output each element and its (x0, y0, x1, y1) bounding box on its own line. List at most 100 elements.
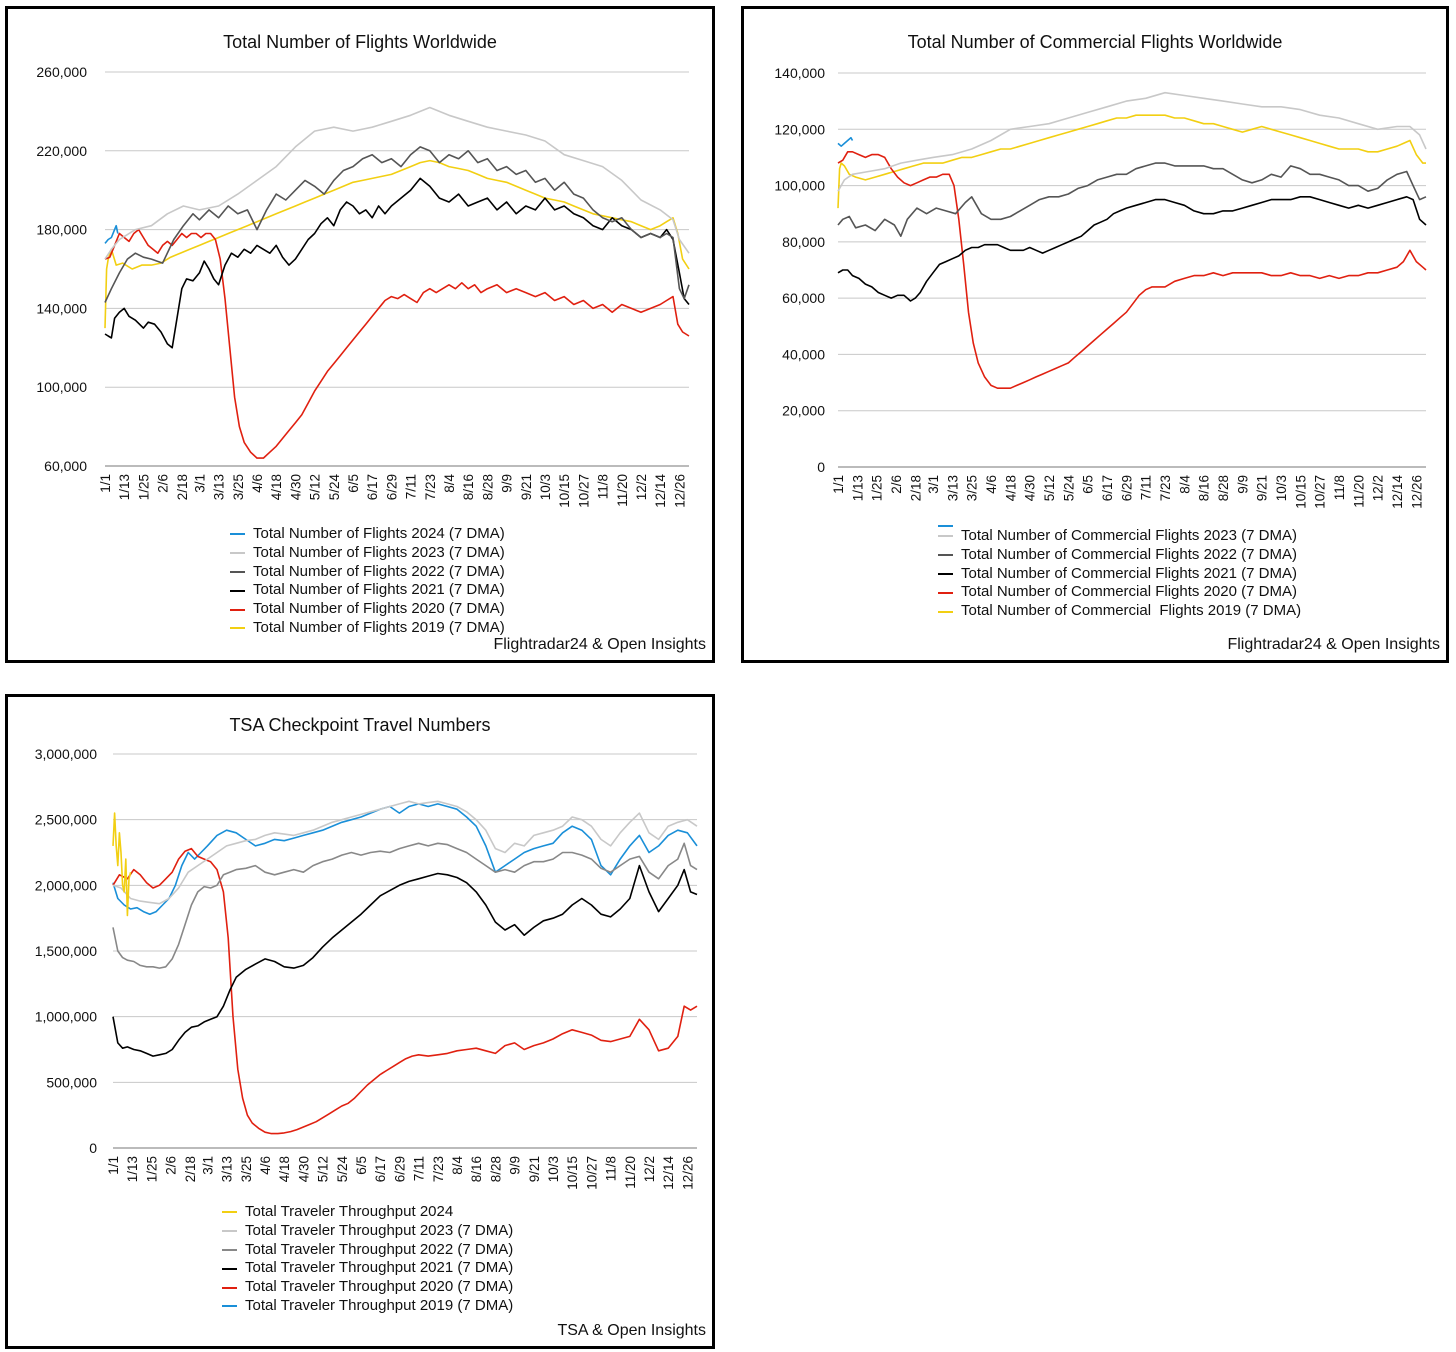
x-tick-label: 11/8 (596, 474, 611, 499)
chart-legend: Total Number of Commercial Flights 2023 … (938, 525, 1301, 621)
legend-item: Total Number of Commercial Flights 2022 … (938, 546, 1301, 565)
x-tick-label: 1/13 (125, 1156, 140, 1182)
x-tick-label: 5/12 (308, 474, 323, 500)
x-tick-label: 9/9 (508, 1156, 523, 1175)
y-tick-label: 100,000 (36, 379, 87, 395)
legend-label: Total Number of Flights 2021 (7 DMA) (253, 581, 505, 599)
legend-item: Total Number of Commercial Flights 2023 … (938, 527, 1301, 546)
x-tick-label: 4/18 (277, 1156, 292, 1182)
legend-item: Total Traveler Throughput 2020 (7 DMA) (222, 1278, 513, 1297)
legend-label: Total Number of Flights 2023 (7 DMA) (253, 543, 505, 561)
legend-item: Total Number of Commercial Flights 2020 … (938, 583, 1301, 602)
x-tick-label: 12/14 (653, 474, 668, 508)
legend-item: Total Number of Flights 2021 (7 DMA) (230, 581, 505, 600)
series-line (837, 114, 1426, 209)
x-tick-label: 3/1 (926, 475, 941, 494)
x-tick-label: 3/13 (945, 475, 960, 501)
legend-swatch (230, 570, 245, 573)
x-tick-label: 3/1 (192, 474, 207, 493)
y-tick-label: 80,000 (782, 234, 825, 250)
x-tick-label: 9/9 (500, 474, 515, 493)
y-tick-label: 2,000,000 (35, 877, 97, 893)
legend-item: Total Number of Flights 2023 (7 DMA) (230, 544, 505, 563)
x-tick-label: 4/6 (250, 474, 265, 493)
legend-swatch (222, 1305, 237, 1308)
x-tick-label: 8/4 (450, 1156, 465, 1175)
x-tick-label: 9/21 (527, 1156, 542, 1182)
legend-swatch (230, 552, 245, 555)
legend-label: Total Number of Flights 2020 (7 DMA) (253, 600, 505, 618)
series-line (112, 800, 698, 905)
x-tick-label: 3/25 (231, 474, 246, 500)
x-tick-label: 9/21 (519, 474, 534, 500)
x-tick-label: 10/27 (576, 474, 591, 508)
x-tick-label: 3/25 (965, 475, 980, 501)
legend-swatch (938, 535, 953, 538)
x-tick-label: 6/5 (1081, 475, 1096, 494)
x-tick-label: 8/28 (488, 1156, 503, 1182)
legend-swatch (222, 1286, 237, 1289)
series-line (112, 847, 698, 1135)
x-tick-label: 8/16 (469, 1156, 484, 1182)
y-tick-label: 2,500,000 (35, 812, 97, 828)
x-tick-label: 6/17 (365, 474, 380, 500)
legend-swatch (938, 610, 953, 613)
y-tick-label: 500,000 (46, 1074, 97, 1090)
tsa-plot: 0 500,000 1,000,000 1,500,000 2,000,000 2,500… (35, 746, 698, 1190)
x-tick-label: 1/25 (870, 475, 885, 501)
x-tick-label: 12/14 (1390, 475, 1405, 509)
legend-item: Total Number of Flights 2024 (7 DMA) (230, 525, 505, 544)
x-tick-label: 6/29 (1119, 475, 1134, 501)
legend-label: Total Number of Commercial Flights 2022 … (961, 545, 1297, 563)
x-tick-label: 11/20 (615, 474, 630, 507)
chart-source: TSA & Open Insights (557, 1322, 706, 1339)
x-tick-label: 2/18 (183, 1156, 198, 1182)
series-line (104, 177, 690, 349)
x-tick-label: 8/16 (461, 474, 476, 500)
x-tick-label: 11/20 (623, 1156, 638, 1189)
x-tick-label: 8/4 (442, 474, 457, 493)
y-tick-label: 60,000 (782, 290, 825, 306)
x-tick-label: 6/29 (384, 474, 399, 500)
legend-swatch (938, 525, 953, 527)
x-tick-label: 1/13 (117, 474, 132, 500)
x-tick-label: 7/23 (431, 1156, 446, 1182)
chart-legend: Total Number of Flights 2024 (7 DMA) Tota… (230, 525, 505, 638)
x-tick-label: 3/25 (239, 1156, 254, 1182)
x-tick-label: 12/2 (642, 1156, 657, 1182)
legend-swatch (222, 1211, 237, 1214)
series-line (837, 91, 1427, 192)
legend-swatch (938, 572, 953, 575)
y-tick-label: 100,000 (774, 178, 825, 194)
legend-label: Total Traveler Throughput 2021 (7 DMA) (245, 1259, 514, 1277)
x-tick-label: 10/3 (1274, 475, 1289, 501)
chart-panel-flights: Total Number of Flights Worldwide 60,000… (5, 6, 715, 663)
legend-item: Total Number of Flights 2022 (7 DMA) (230, 563, 505, 582)
series-line (104, 106, 690, 260)
series-line (104, 159, 690, 329)
series-line (837, 162, 1427, 237)
legend-label: Total Number of Flights 2024 (7 DMA) (253, 525, 505, 542)
x-tick-label: 4/6 (258, 1156, 273, 1175)
x-tick-label: 4/30 (1023, 475, 1038, 501)
legend-swatch (230, 627, 245, 630)
y-tick-label: 180,000 (36, 222, 87, 238)
y-tick-label: 40,000 (782, 346, 825, 362)
legend-item: Total Number of Flights 2019 (7 DMA) (230, 619, 505, 638)
chart-source: Flightradar24 & Open Insights (1227, 636, 1440, 653)
x-tick-label: 5/12 (1042, 475, 1057, 501)
x-tick-label: 4/18 (1003, 475, 1018, 501)
legend-swatch (222, 1230, 237, 1233)
x-tick-label: 12/26 (672, 474, 687, 508)
x-tick-label: 5/24 (327, 474, 342, 501)
series-line (112, 864, 698, 1057)
legend-label: Total Traveler Throughput 2019 (7 DMA) (245, 1296, 514, 1314)
legend-item: Total Number of Commercial Flights 2019 … (938, 602, 1301, 621)
series-line (837, 136, 854, 147)
x-tick-label: 12/2 (1371, 475, 1386, 501)
x-tick-label: 12/2 (634, 474, 649, 500)
series-line (112, 842, 698, 969)
legend-item: Total Number of Flights 2020 (7 DMA) (230, 600, 505, 619)
x-tick-label: 5/12 (316, 1156, 331, 1182)
x-tick-label: 4/6 (984, 475, 999, 494)
